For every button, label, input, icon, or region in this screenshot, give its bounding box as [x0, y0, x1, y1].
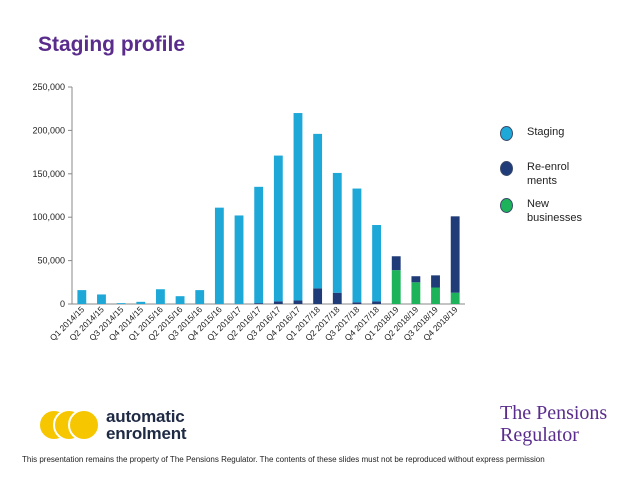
legend-swatch-new-businesses	[500, 198, 513, 213]
bar-re-enrolments	[313, 288, 323, 304]
bar-staging	[313, 133, 323, 289]
bar-new-businesses	[431, 287, 440, 304]
y-tick-label: 0	[60, 299, 65, 309]
bar-staging	[116, 303, 126, 304]
bar-staging	[273, 155, 283, 302]
legend-swatch-staging	[500, 126, 513, 141]
legend-label-new-businesses: New businesses	[527, 198, 583, 224]
bar-staging	[175, 296, 185, 304]
chart-bars	[77, 113, 460, 304]
legend-item-staging: Staging	[500, 125, 589, 141]
y-tick-label: 50,000	[37, 256, 65, 266]
bar-new-businesses	[411, 282, 421, 304]
legend-label-re-enrolments: Re-enrolments	[527, 161, 570, 187]
legend-label-staging: Staging	[527, 126, 565, 138]
bar-staging	[254, 186, 264, 304]
bar-re-enrolments	[254, 303, 264, 304]
y-tick-label: 200,000	[32, 125, 65, 135]
bar-re-enrolments	[273, 301, 283, 304]
legend-item-re-enrolments: Re-enrolments	[500, 160, 577, 188]
y-tick-label: 100,000	[32, 212, 65, 222]
bar-staging	[136, 301, 146, 304]
overlapping-circles-icon	[38, 409, 100, 441]
bar-re-enrolments	[372, 301, 381, 304]
bar-staging	[352, 188, 362, 303]
bar-re-enrolments	[411, 276, 421, 283]
bar-staging	[332, 172, 342, 293]
chart-axes	[68, 86, 465, 305]
bar-re-enrolments	[450, 216, 460, 293]
slide-title: Staging profile	[38, 33, 185, 56]
bar-staging	[293, 113, 303, 301]
pensions-regulator-logo: The Pensions Regulator	[500, 402, 607, 446]
bar-staging	[234, 215, 244, 304]
automatic-enrolment-logo: automatic enrolment	[38, 407, 187, 443]
bar-re-enrolments	[332, 292, 342, 304]
y-tick-labels: 0 50,000 100,000 150,000 200,000 250,000	[32, 82, 65, 309]
logo-word-enrolment: enrolment	[106, 424, 187, 443]
bar-re-enrolments	[352, 302, 362, 304]
footer-disclaimer: This presentation remains the property o…	[22, 455, 545, 464]
bar-staging	[97, 294, 106, 304]
logo-word-automatic: automatic	[106, 407, 185, 426]
bar-re-enrolments	[391, 256, 401, 271]
y-tick-label: 150,000	[32, 169, 65, 179]
bar-re-enrolments	[293, 300, 303, 304]
bar-re-enrolments	[431, 275, 440, 288]
y-tick-label: 250,000	[32, 82, 65, 92]
bar-staging	[195, 290, 205, 304]
logo-line-regulator: Regulator	[500, 424, 579, 446]
bar-new-businesses	[391, 270, 401, 304]
logo-line-the-pensions: The Pensions	[500, 402, 608, 424]
bar-staging	[77, 290, 87, 304]
legend-item-new-businesses: New businesses	[500, 197, 589, 225]
legend-swatch-re-enrolments	[500, 161, 513, 176]
bar-staging	[214, 207, 224, 304]
bar-staging	[372, 225, 381, 302]
bar-new-businesses	[450, 292, 460, 304]
bar-staging	[156, 289, 165, 304]
